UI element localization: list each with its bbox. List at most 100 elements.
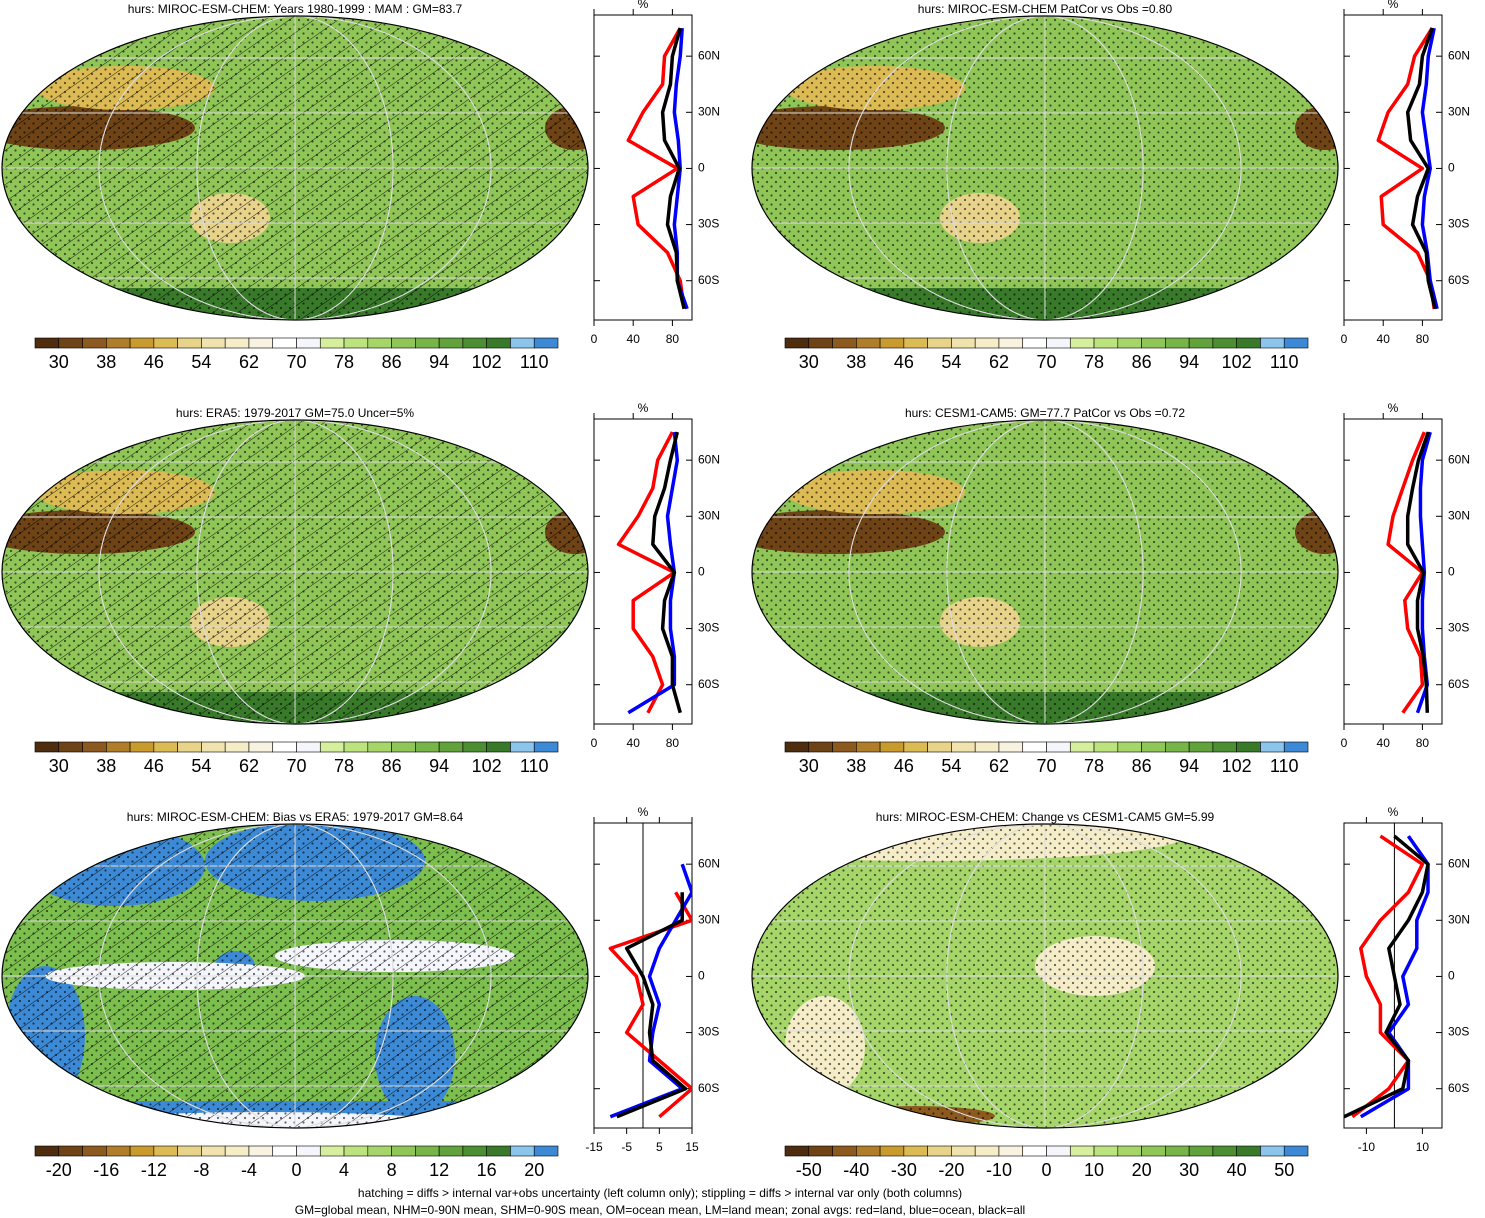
colorbar-label: 12 <box>429 1160 449 1180</box>
colorbar-box <box>1260 1145 1285 1157</box>
panel-title: hurs: ERA5: 1979-2017 GM=75.0 Uncer=5% <box>176 406 414 420</box>
colorbar-box <box>296 337 321 349</box>
y-tick-label: 30S <box>698 621 719 635</box>
colorbar-label: 30 <box>1179 1160 1199 1180</box>
colorbar-box <box>808 741 833 753</box>
colorbar-box <box>438 337 464 349</box>
colorbar-box <box>129 337 155 349</box>
colorbar-label: 30 <box>49 352 69 372</box>
colorbar-box <box>391 337 416 349</box>
y-tick-label: 30N <box>698 508 720 522</box>
colorbar-box <box>224 337 250 349</box>
colorbar-label: 70 <box>1036 756 1056 776</box>
y-tick-label: 30S <box>1448 621 1469 635</box>
colorbar-box <box>903 337 928 349</box>
y-tick-label: 30S <box>1448 1025 1469 1039</box>
colorbar-box <box>927 741 952 753</box>
y-tick-label: 60S <box>1448 273 1469 287</box>
colorbar-box <box>533 337 559 349</box>
colorbar-label: 38 <box>96 352 116 372</box>
colorbar-box <box>951 741 976 753</box>
colorbar-box <box>1022 1145 1047 1157</box>
colorbar-box <box>106 1145 131 1157</box>
colorbar-box <box>415 337 440 349</box>
panel-title: hurs: MIROC-ESM-CHEM: Bias vs ERA5: 1979… <box>127 810 464 824</box>
colorbar-label: 54 <box>191 352 211 372</box>
panel-title: hurs: MIROC-ESM-CHEM PatCor vs Obs =0.80 <box>918 2 1173 16</box>
colorbar-box <box>106 337 131 349</box>
colorbar-box <box>1141 741 1166 753</box>
colorbar-label: 102 <box>1222 352 1252 372</box>
x-axis-label: % <box>638 805 649 819</box>
colorbar-box <box>486 1145 511 1157</box>
colorbar-box <box>879 337 905 349</box>
colorbar-box <box>879 741 905 753</box>
zonal-line <box>1351 834 1425 1119</box>
y-tick-label: 0 <box>698 969 705 983</box>
colorbar-label: 70 <box>286 352 306 372</box>
colorbar-box <box>903 1145 928 1157</box>
colorbar-label: 110 <box>1270 352 1299 372</box>
colorbar-box <box>367 337 392 349</box>
x-tick-label: 40 <box>627 736 641 750</box>
colorbar-box <box>927 1145 952 1157</box>
colorbar-label: 110 <box>520 756 549 776</box>
y-tick-label: 30S <box>1448 217 1469 231</box>
y-tick-label: 60N <box>1448 48 1470 62</box>
colorbar-label: 54 <box>191 756 211 776</box>
colorbar-box <box>1165 1145 1190 1157</box>
map-border <box>1 419 589 725</box>
colorbar-box <box>415 741 440 753</box>
graticule <box>946 420 1144 724</box>
colorbar-box <box>1046 741 1071 753</box>
colorbar-box <box>462 337 487 349</box>
x-tick-label: 40 <box>1377 332 1391 346</box>
colorbar-box <box>296 741 321 753</box>
y-tick-label: 60N <box>1448 452 1470 466</box>
y-tick-label: 60S <box>698 677 719 691</box>
colorbar-box <box>1236 337 1261 349</box>
colorbar-box <box>343 337 369 349</box>
colorbar-label: 94 <box>1179 756 1199 776</box>
colorbar-box <box>879 1145 905 1157</box>
graticule <box>196 16 394 320</box>
footer-line: hatching = diffs > internal var+obs unce… <box>358 1186 962 1200</box>
colorbar-box <box>951 337 976 349</box>
colorbar-label: 78 <box>334 756 354 776</box>
colorbar-label: 86 <box>382 352 402 372</box>
colorbar-label: 110 <box>520 352 549 372</box>
colorbar-box <box>808 1145 833 1157</box>
colorbar-box <box>1165 741 1190 753</box>
colorbar-label: 46 <box>894 756 914 776</box>
colorbar-box <box>1093 337 1119 349</box>
x-tick-label: 80 <box>666 332 680 346</box>
x-tick-label: 5 <box>656 1140 663 1154</box>
colorbar-box <box>391 741 416 753</box>
colorbar-box <box>58 1145 83 1157</box>
map-border <box>751 823 1339 1129</box>
colorbar-label: 102 <box>472 756 502 776</box>
colorbar-label: 20 <box>1132 1160 1152 1180</box>
colorbar-label: 46 <box>894 352 914 372</box>
zonal-line <box>1405 27 1437 310</box>
colorbar-box <box>153 741 178 753</box>
colorbar-box <box>784 1145 810 1157</box>
colorbar-label: 94 <box>1179 352 1199 372</box>
colorbar-box <box>1212 1145 1237 1157</box>
x-tick-label: 15 <box>685 1140 699 1154</box>
colorbar-label: 38 <box>846 756 866 776</box>
colorbar-label: 16 <box>477 1160 497 1180</box>
colorbar-box <box>82 741 107 753</box>
colorbar-box <box>1141 1145 1166 1157</box>
colorbar-label: 78 <box>1084 352 1104 372</box>
colorbar-box <box>1236 1145 1261 1157</box>
colorbar-box <box>272 337 297 349</box>
colorbar-box <box>510 741 535 753</box>
colorbar-box <box>177 337 202 349</box>
x-tick-label: 0 <box>591 332 598 346</box>
y-tick-label: 0 <box>1448 969 1455 983</box>
colorbar-label: -8 <box>193 1160 209 1180</box>
y-tick-label: 60N <box>1448 856 1470 870</box>
panel-title: hurs: MIROC-ESM-CHEM: Change vs CESM1-CA… <box>876 810 1215 824</box>
